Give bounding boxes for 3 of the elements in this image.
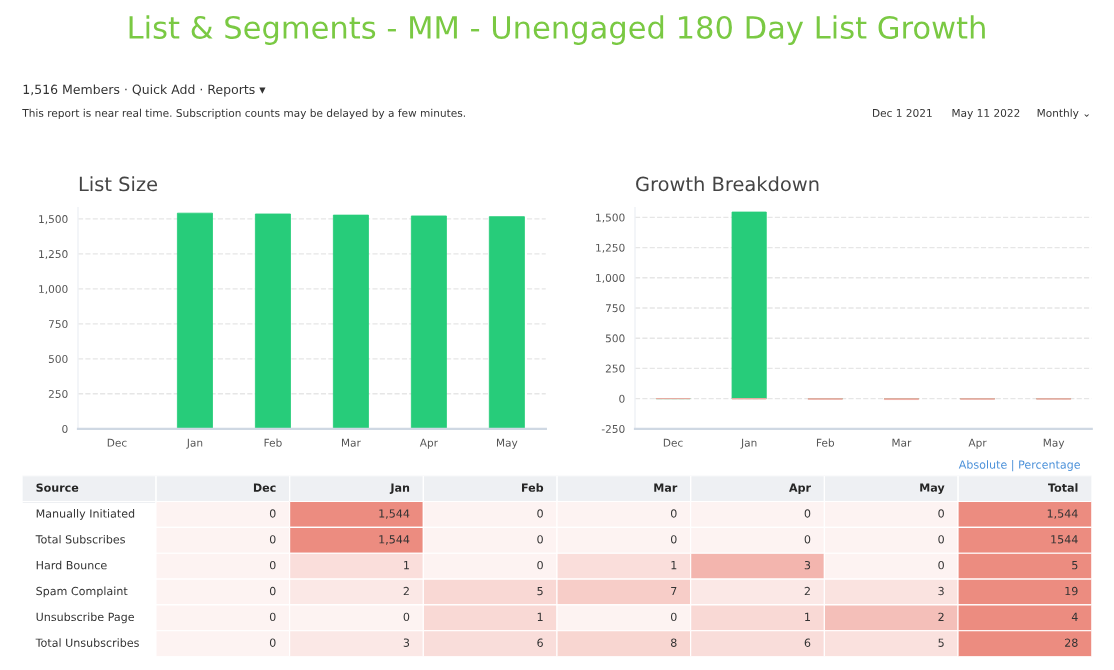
chart-title: List Size xyxy=(79,176,158,192)
chart-title: Growth Breakdown xyxy=(636,176,819,192)
text: List & Segments - MM - Unengaged 180 Day List Growth xyxy=(129,15,985,45)
